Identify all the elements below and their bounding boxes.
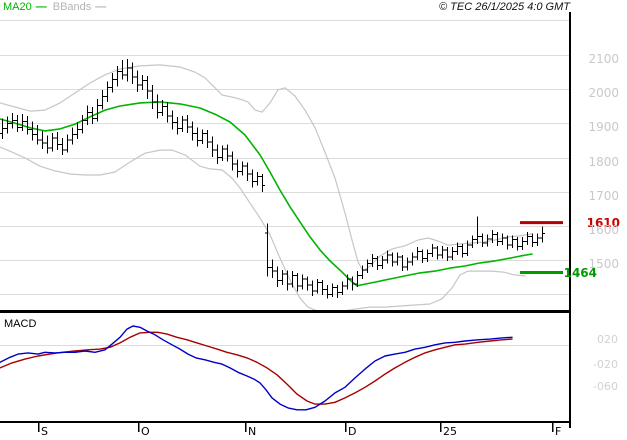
price-axis-label: 1600 bbox=[588, 223, 619, 237]
macd-axis-label: -060 bbox=[593, 380, 618, 393]
time-axis-label: F bbox=[555, 425, 562, 438]
macd-panel-label: MACD bbox=[4, 318, 37, 330]
time-axis-label: O bbox=[141, 425, 150, 438]
resistance-price-label: 1610 bbox=[586, 216, 620, 230]
price-axis-label: 1500 bbox=[588, 257, 619, 271]
legend-item-ma20: MA20— bbox=[3, 1, 47, 13]
legend-item-bbands: BBands — bbox=[53, 1, 107, 13]
macd-axis-label: -020 bbox=[593, 358, 618, 371]
legend-ma20-label: MA20 bbox=[3, 1, 32, 13]
chart-legend: MA20— BBands — bbox=[3, 1, 106, 13]
copyright-timestamp: © TEC 26/1/2025 4:0 GMT bbox=[439, 1, 570, 13]
macd-axis-label: 020 bbox=[597, 333, 618, 346]
legend-bbands-label: BBands bbox=[52, 1, 92, 13]
support-price-label: 1464 bbox=[563, 266, 597, 280]
legend-bbands-line-swatch: — bbox=[95, 1, 107, 13]
price-axis-label: 1900 bbox=[588, 120, 619, 134]
price-axis-label: 2000 bbox=[588, 86, 619, 100]
legend-ma20-line-swatch: — bbox=[35, 1, 47, 13]
price-axis-label: 1700 bbox=[588, 189, 619, 203]
time-axis-label: D bbox=[348, 425, 357, 438]
time-axis-label: S bbox=[41, 425, 48, 438]
price-axis-label: 2100 bbox=[588, 52, 619, 66]
price-axis-label: 1800 bbox=[588, 155, 619, 169]
time-axis-label: 25 bbox=[443, 425, 457, 438]
time-axis-label: N bbox=[248, 425, 257, 438]
